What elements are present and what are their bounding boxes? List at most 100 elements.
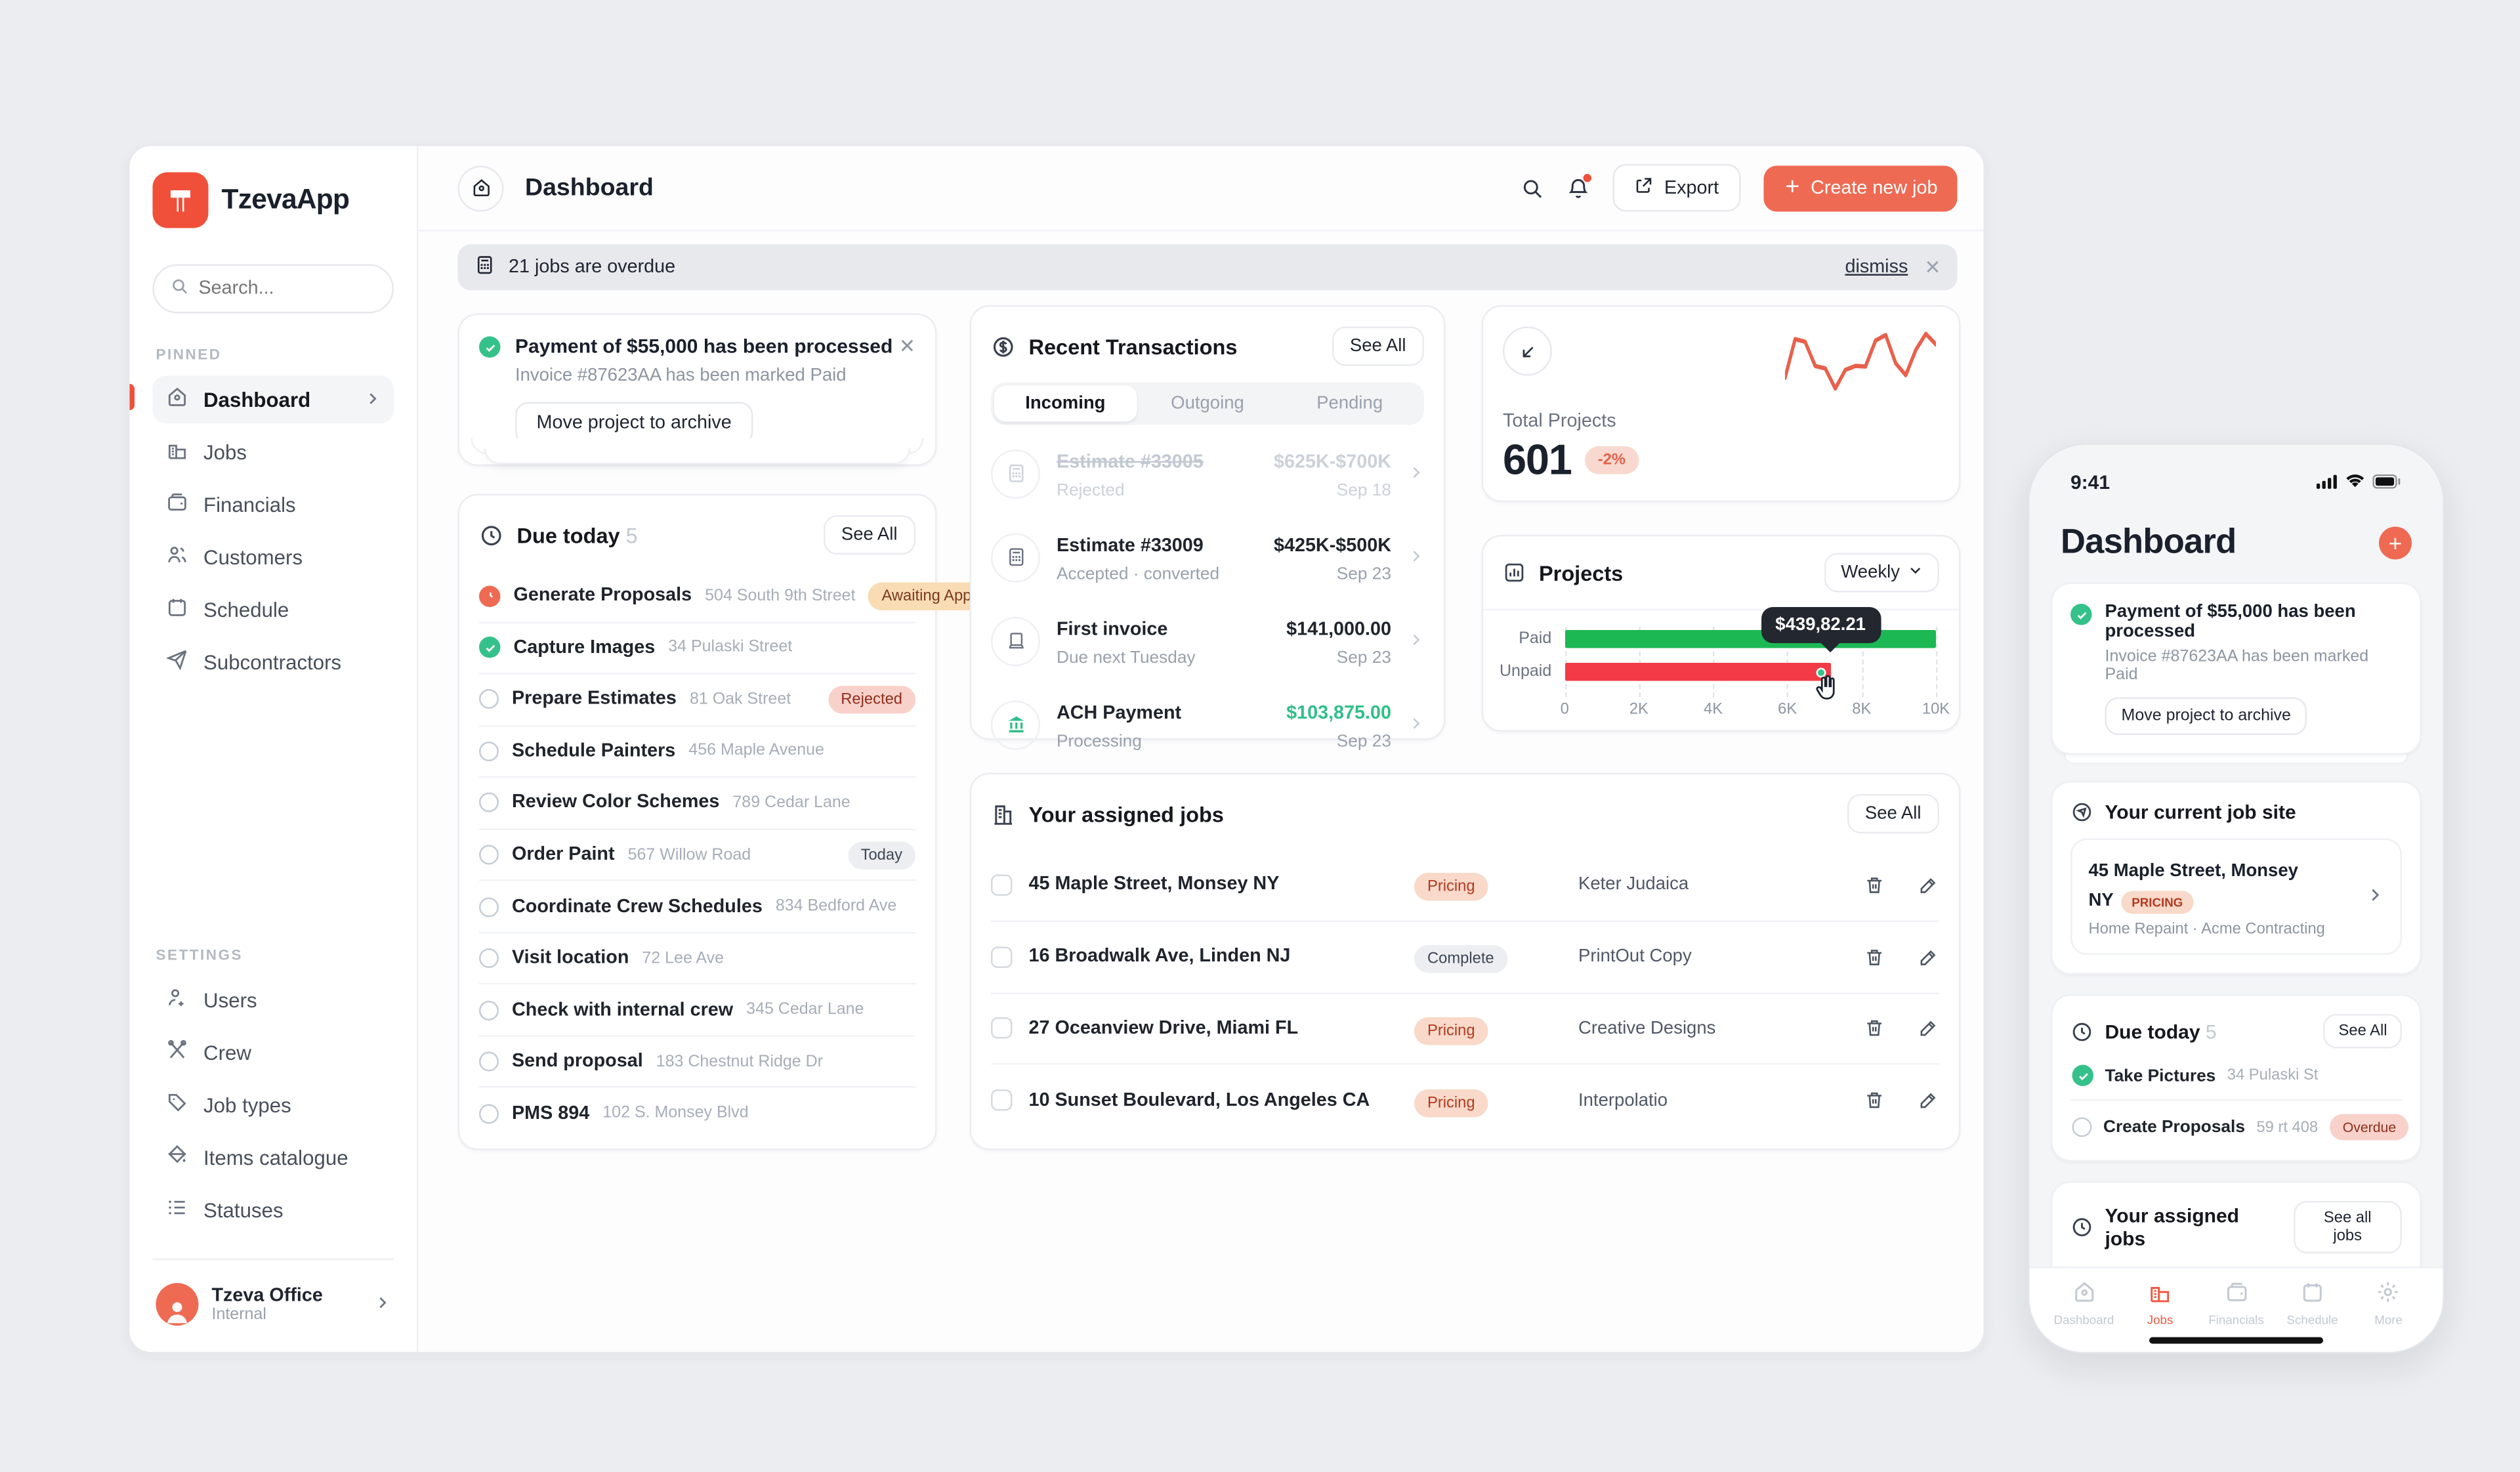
task-checkbox-circle[interactable] <box>479 1103 499 1124</box>
sidebar-item-dashboard[interactable]: Dashboard <box>129 375 394 423</box>
task-row[interactable]: Check with internal crew 345 Cedar Lane <box>479 985 915 1037</box>
sidebar-item-label: Crew <box>203 1041 251 1064</box>
sidebar-item-statuses[interactable]: Statuses <box>153 1187 394 1234</box>
create-new-job-button[interactable]: Create new job <box>1763 165 1958 211</box>
transaction-status: Accepted · converted <box>1057 564 1220 584</box>
transaction-row[interactable]: Estimate #33005 Rejected $625K-$700K Sep 1… <box>991 432 1424 516</box>
trash-icon[interactable] <box>1864 874 1885 896</box>
sidebar-item-job-types[interactable]: Job types <box>153 1082 394 1129</box>
sidebar-item-subcontractors[interactable]: Subcontractors <box>153 639 394 686</box>
nav-more[interactable]: More <box>2351 1280 2427 1352</box>
nav-financials[interactable]: Financials <box>2198 1280 2275 1352</box>
bar-chart-icon <box>1503 561 1526 584</box>
close-icon[interactable]: ✕ <box>1924 256 1941 279</box>
nav-schedule[interactable]: Schedule <box>2275 1280 2351 1352</box>
task-row[interactable]: Review Color Schemes 789 Cedar Lane <box>479 778 915 830</box>
move-to-archive-button[interactable]: Move project to archive <box>2105 697 2307 735</box>
sidebar-item-schedule[interactable]: Schedule <box>153 586 394 634</box>
task-row[interactable]: Coordinate Crew Schedules 834 Bedford Av… <box>479 881 915 934</box>
tab-incoming[interactable]: Incoming <box>994 385 1137 422</box>
task-row[interactable]: Create Proposals 59 rt 408 Overdue <box>2070 1099 2410 1154</box>
phone-add-button[interactable]: + <box>2379 526 2412 560</box>
tab-outgoing[interactable]: Outgoing <box>1171 394 1244 413</box>
task-title: Create Proposals <box>2103 1117 2245 1137</box>
task-row[interactable]: Take Pictures 34 Pulaski St <box>2070 1052 2402 1100</box>
task-checkbox-circle[interactable] <box>479 896 499 917</box>
trash-icon[interactable] <box>1864 946 1885 968</box>
row-checkbox[interactable] <box>991 874 1013 896</box>
sidebar-item-financials[interactable]: Financials <box>153 481 394 529</box>
edit-pencil-icon[interactable] <box>1918 946 1940 968</box>
tab-pending[interactable]: Pending <box>1316 394 1383 413</box>
nav-dashboard[interactable]: Dashboard <box>2046 1280 2122 1352</box>
row-checkbox[interactable] <box>991 1017 1013 1040</box>
close-icon[interactable]: ✕ <box>898 335 915 358</box>
transaction-row[interactable]: Estimate #33009 Accepted · converted $425… <box>991 515 1424 599</box>
transaction-amount: $141,000.00 <box>1286 620 1391 640</box>
task-checkbox-circle[interactable] <box>479 1000 499 1020</box>
trash-icon[interactable] <box>1864 1089 1885 1111</box>
task-row[interactable]: Generate Proposals 504 South 9th Street … <box>479 571 1018 623</box>
job-row[interactable]: 45 Maple Street, Monsey NY Pricing Keter… <box>991 850 1940 922</box>
trash-icon[interactable] <box>1864 1018 1885 1040</box>
task-row[interactable]: Schedule Painters 456 Maple Avenue <box>479 726 915 778</box>
phone-due-today-title: Due today 5 <box>2105 1019 2217 1043</box>
period-dropdown[interactable]: Weekly <box>1824 553 1939 593</box>
dismiss-link[interactable]: dismiss <box>1845 257 1908 278</box>
chevron-right-icon <box>1408 709 1424 739</box>
topbar-actions: Export Create new job <box>1521 164 1958 212</box>
sidebar-item-items-catalogue[interactable]: Items catalogue <box>153 1134 394 1182</box>
transactions-see-all-button[interactable]: See All <box>1332 326 1424 366</box>
unpaid-bar[interactable] <box>1564 663 1830 681</box>
move-to-archive-button[interactable]: Move project to archive <box>515 402 753 445</box>
transaction-row[interactable]: First invoice Due next Tuesday $141,000.0… <box>991 599 1424 683</box>
total-projects-card: Total Projects 601 -2% <box>1481 305 1961 502</box>
row-checkbox[interactable] <box>991 1089 1013 1111</box>
task-checkbox-circle[interactable] <box>479 793 499 813</box>
edit-pencil-icon[interactable] <box>1918 1089 1940 1111</box>
notifications-bell-icon[interactable] <box>1567 173 1592 200</box>
task-checkbox-circle[interactable] <box>2072 1117 2092 1137</box>
search-icon[interactable] <box>1521 177 1544 200</box>
task-row[interactable]: Send proposal 183 Chestnut Ridge Dr <box>479 1037 915 1089</box>
sidebar-spacer <box>153 691 394 947</box>
sidebar-search[interactable] <box>152 264 394 314</box>
job-site-meta: Home Repaint · Acme Contracting <box>2088 920 2325 939</box>
row-checkbox[interactable] <box>991 946 1013 968</box>
nav-jobs[interactable]: Jobs <box>2122 1280 2198 1352</box>
task-checkbox-circle[interactable] <box>479 741 499 761</box>
task-row[interactable]: Prepare Estimates 81 Oak Street Rejected <box>479 675 915 726</box>
edit-pencil-icon[interactable] <box>1918 874 1940 896</box>
search-input[interactable] <box>198 279 376 299</box>
app-name: TzevaApp <box>221 184 350 215</box>
task-checkbox-circle[interactable] <box>479 845 499 865</box>
job-site-row[interactable]: 45 Maple Street, Monsey NY PRICING Home R… <box>2070 838 2402 955</box>
see-all-jobs-button[interactable]: See all jobs <box>2293 1201 2402 1253</box>
dollar-circle-icon <box>991 334 1016 359</box>
task-checkbox-circle[interactable] <box>479 948 499 969</box>
logo: TzevaApp <box>152 172 394 228</box>
topbar: Dashboard Export Create new job <box>418 146 1984 232</box>
task-row[interactable]: Order Paint 567 Willow Road Today <box>479 830 915 882</box>
sidebar-item-customers[interactable]: Customers <box>153 534 394 581</box>
job-row[interactable]: 27 Oceanview Drive, Miami FL Pricing Cre… <box>991 994 1940 1066</box>
task-title: Review Color Schemes <box>512 793 720 813</box>
edit-pencil-icon[interactable] <box>1918 1018 1940 1040</box>
assigned-jobs-see-all-button[interactable]: See All <box>1847 794 1939 833</box>
sidebar-item-users[interactable]: Users <box>153 977 394 1024</box>
export-button[interactable]: Export <box>1613 164 1740 212</box>
task-row[interactable]: PMS 894 102 S. Monsey Blvd <box>479 1089 915 1139</box>
move-to-archive-label: Move project to archive <box>536 413 732 433</box>
task-checkbox-circle[interactable] <box>479 689 499 709</box>
job-row[interactable]: 10 Sunset Boulevard, Los Angeles CA Pric… <box>991 1065 1939 1135</box>
account-switcher[interactable]: Tzeva Office Internal <box>153 1280 394 1329</box>
task-checkbox-circle[interactable] <box>479 1051 499 1072</box>
phone-due-today-see-all-button[interactable]: See All <box>2324 1014 2402 1049</box>
sidebar-item-jobs[interactable]: Jobs <box>153 429 394 476</box>
job-row[interactable]: 16 Broadwalk Ave, Linden NJ Complete Pri… <box>991 921 1940 994</box>
transaction-row[interactable]: ACH Payment Processing $103,875.00 Sep 23 <box>991 683 1424 767</box>
task-row[interactable]: Visit location 72 Lee Ave <box>479 933 915 985</box>
due-today-see-all-button[interactable]: See All <box>823 515 915 555</box>
sidebar-item-crew[interactable]: Crew <box>153 1029 394 1077</box>
task-row[interactable]: Capture Images 34 Pulaski Street <box>479 623 915 675</box>
